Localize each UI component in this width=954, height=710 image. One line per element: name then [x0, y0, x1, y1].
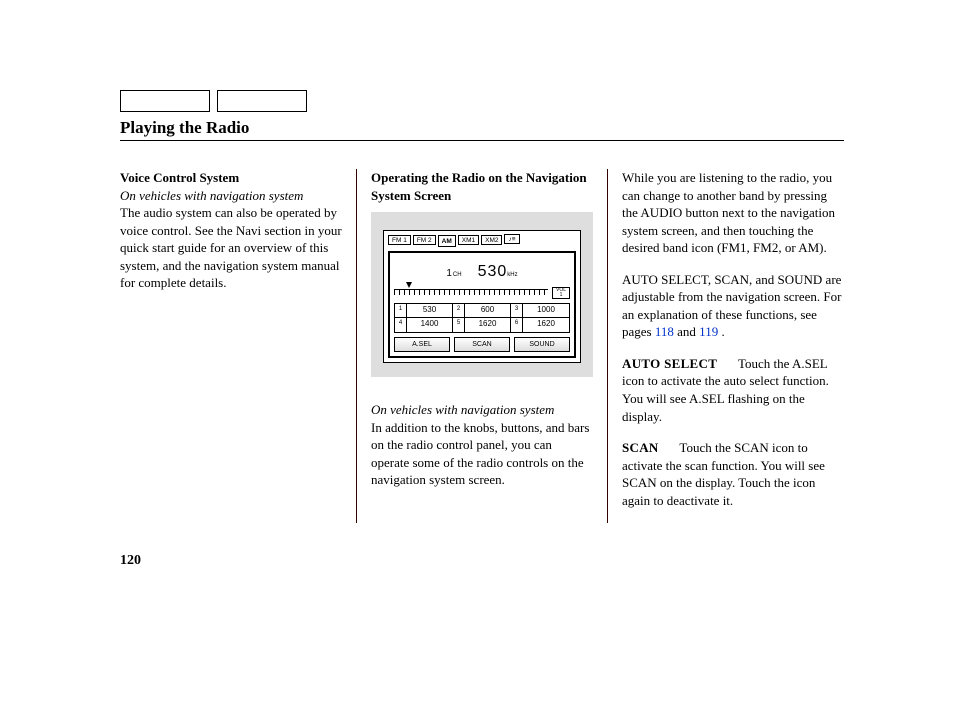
band-tab-music-icon[interactable]: ♪≡	[504, 234, 519, 244]
preset-2[interactable]: 2600	[453, 304, 511, 318]
asel-button[interactable]: A.SEL	[394, 337, 450, 352]
radio-screen: FM 1 FM 2 AM XM1 XM2 ♪≡ 1CH	[383, 230, 581, 363]
radio-display: 1CH 530kHz VOL 1	[388, 251, 576, 358]
preset-3[interactable]: 31000	[511, 304, 569, 318]
preset-6[interactable]: 61620	[511, 318, 569, 332]
channel-label: 1CH	[446, 267, 461, 281]
sound-button[interactable]: SOUND	[514, 337, 570, 352]
scan-paragraph: SCANTouch the SCAN icon to activate the …	[622, 439, 844, 509]
scan-button[interactable]: SCAN	[454, 337, 510, 352]
nav-radio-figure: FM 1 FM 2 AM XM1 XM2 ♪≡ 1CH	[371, 212, 593, 377]
voice-control-heading: Voice Control System	[120, 169, 342, 187]
tuning-dial-row: VOL 1	[394, 287, 570, 299]
content-columns: Voice Control System On vehicles with na…	[120, 169, 844, 523]
header-tab-boxes	[120, 90, 844, 112]
channel-suffix: CH	[453, 272, 462, 278]
volume-value: 1	[560, 293, 563, 298]
band-tab-xm2[interactable]: XM2	[481, 235, 502, 245]
column-voice-control: Voice Control System On vehicles with na…	[120, 169, 356, 523]
band-tab-fm2[interactable]: FM 2	[413, 235, 436, 245]
header-tab-box	[217, 90, 307, 112]
page-link-119[interactable]: 119	[699, 324, 718, 339]
figure-caption-note: On vehicles with navigation system	[371, 401, 593, 419]
volume-indicator[interactable]: VOL 1	[552, 287, 570, 299]
tuning-pointer-icon	[406, 282, 412, 288]
preset-4[interactable]: 41400	[395, 318, 453, 332]
band-tab-fm1[interactable]: FM 1	[388, 235, 411, 245]
radio-band-tabs: FM 1 FM 2 AM XM1 XM2 ♪≡	[388, 235, 576, 247]
band-tab-xm1[interactable]: XM1	[458, 235, 479, 245]
operating-radio-heading: Operating the Radio on the Navigation Sy…	[371, 169, 593, 204]
preset-1[interactable]: 1530	[395, 304, 453, 318]
radio-soft-buttons: A.SEL SCAN SOUND	[394, 337, 570, 352]
auto-select-term: AUTO SELECT	[622, 356, 717, 371]
channel-number: 1	[446, 268, 452, 279]
manual-page: Playing the Radio Voice Control System O…	[0, 0, 954, 609]
page-number: 120	[120, 553, 844, 569]
preset-5[interactable]: 51620	[453, 318, 511, 332]
preset-grid: 1530 2600 31000 41400 51620 61620	[394, 303, 570, 333]
tuning-scale[interactable]	[394, 289, 548, 297]
functions-text-mid: and	[674, 324, 699, 339]
figure-caption-body: In addition to the knobs, buttons, and b…	[371, 419, 593, 489]
scan-term: SCAN	[622, 440, 659, 455]
functions-text-end: .	[718, 324, 725, 339]
page-title: Playing the Radio	[120, 118, 844, 141]
band-change-paragraph: While you are listening to the radio, yo…	[622, 169, 844, 257]
functions-paragraph: AUTO SELECT, SCAN, and SOUND are adjusta…	[622, 271, 844, 341]
band-tab-am[interactable]: AM	[438, 235, 456, 247]
column-operating-radio: Operating the Radio on the Navigation Sy…	[357, 169, 607, 523]
auto-select-paragraph: AUTO SELECTTouch the A.SEL icon to activ…	[622, 355, 844, 425]
frequency-readout: 1CH 530kHz	[394, 257, 570, 285]
frequency-number: 530	[478, 263, 508, 280]
frequency-value: 530kHz	[478, 261, 518, 283]
frequency-unit: kHz	[507, 272, 517, 278]
page-link-118[interactable]: 118	[655, 324, 674, 339]
voice-control-body: The audio system can also be operated by…	[120, 204, 342, 292]
voice-control-note: On vehicles with navigation system	[120, 187, 342, 205]
header-tab-box	[120, 90, 210, 112]
column-details: While you are listening to the radio, yo…	[608, 169, 844, 523]
